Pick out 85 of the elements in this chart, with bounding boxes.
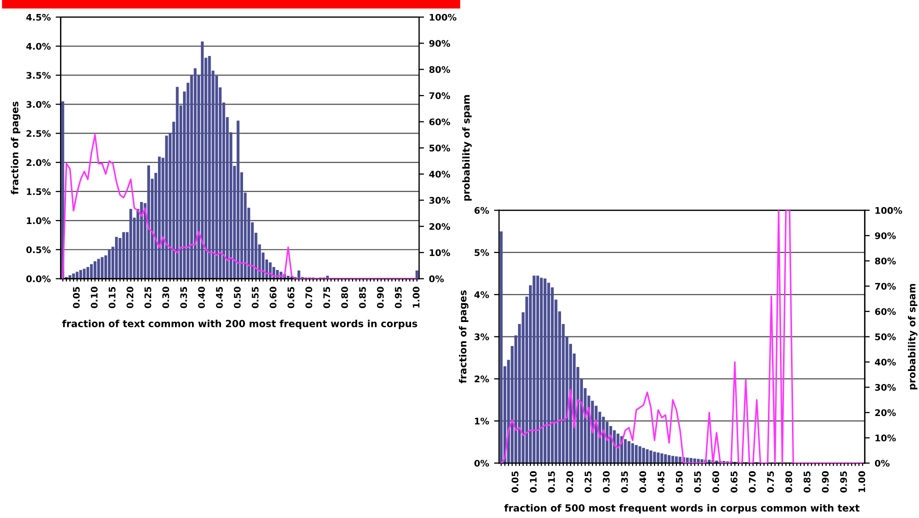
y2-tick-label: 70% [875, 282, 896, 290]
y-axis-title: fraction of pages [458, 290, 468, 384]
x-tick-label: 0.45 [658, 471, 664, 493]
y-tick-label: 4.5% [26, 14, 51, 21]
x-tick-label: 0.35 [180, 286, 188, 308]
y2-tick-label: 0% [429, 275, 444, 282]
y2-tick-label: 30% [429, 196, 450, 204]
y-tick-label: 5% [474, 249, 490, 256]
x-tick-label: 0.25 [584, 471, 592, 493]
x-tick-label: 0.35 [621, 471, 628, 493]
y-tick-label: 1% [474, 418, 490, 425]
x-tick-label: 0.65 [288, 286, 294, 308]
y-tick-label: 3% [474, 333, 490, 340]
x-tick-label: 0.90 [822, 471, 829, 493]
x-tick-label: 0.10 [530, 471, 537, 493]
y-tick-label: 6% [474, 207, 490, 214]
x-tick-label: 0.55 [694, 471, 701, 493]
y2-tick-label: 10% [876, 434, 896, 442]
y2-tick-label: 20% [430, 223, 450, 230]
y-tick-label: 0.5% [26, 246, 51, 254]
y2-tick-label: 20% [875, 409, 896, 416]
x-tick-label: 0.20 [126, 286, 134, 308]
y2-tick-label: 50% [429, 144, 450, 152]
x-tick-label: 0.20 [566, 471, 574, 493]
x-tick-label: 0.40 [639, 471, 646, 493]
y2-tick-label: 70% [429, 92, 450, 100]
x-axis-title: fraction of 500 most frequent words in corpus common with text [504, 504, 860, 514]
y2-tick-label: 40% [429, 170, 450, 178]
x-tick-label: 0.75 [323, 286, 330, 308]
y2-tick-label: 80% [429, 66, 450, 73]
y-tick-label: 0.0% [26, 275, 51, 282]
y2-tick-label: 60% [875, 308, 896, 315]
x-tick-label: 0.40 [198, 286, 205, 308]
y2-tick-label: 90% [429, 40, 450, 47]
x-tick-label: 0.30 [162, 286, 170, 308]
y2-tick-label: 50% [875, 333, 896, 340]
x-tick-label: 0.05 [72, 286, 80, 308]
x-tick-label: 0.05 [512, 471, 518, 493]
x-tick-label: 0.80 [341, 286, 348, 308]
x-tick-label: 0.60 [270, 286, 276, 308]
x-tick-label: 0.95 [840, 471, 847, 493]
y2-tick-label: 10% [430, 249, 450, 256]
x-tick-label: 0.50 [234, 286, 241, 308]
x-tick-label: 0.80 [785, 471, 792, 493]
y2-tick-label: 30% [875, 384, 896, 391]
y-tick-label: 0% [474, 460, 490, 467]
x-tick-label: 0.95 [394, 286, 402, 308]
x-tick-label: 0.50 [676, 471, 683, 493]
x-tick-label: 0.15 [108, 286, 116, 308]
x-tick-label: 0.65 [730, 471, 738, 493]
x-tick-label: 0.85 [804, 471, 810, 493]
x-tick-label: 0.55 [252, 286, 259, 308]
x-tick-label: 0.70 [305, 286, 312, 308]
y2-tick-label: 60% [429, 118, 450, 126]
y2-tick-label: 100% [430, 14, 456, 21]
x-tick-label: 0.75 [767, 471, 774, 493]
y-tick-label: 2% [474, 376, 490, 382]
y-tick-label: 1.5% [26, 188, 51, 196]
x-tick-label: 0.30 [602, 471, 610, 493]
y-tick-label: 3.5% [26, 72, 51, 79]
x-tick-label: 0.70 [748, 471, 756, 493]
x-tick-label: 0.25 [144, 286, 152, 308]
x-tick-label: 1.00 [412, 286, 420, 308]
y2-tick-label: 40% [874, 358, 896, 366]
y2-axis-title: probability of spam [462, 95, 472, 201]
x-tick-label: 0.10 [90, 286, 98, 308]
y2-tick-label: 0% [874, 460, 890, 467]
x-axis-title: fraction of text common with 200 most frequent words in corpus [62, 320, 418, 330]
y-axis-title: fraction of pages [10, 102, 20, 194]
y-tick-label: 1.0% [26, 217, 51, 224]
y2-tick-label: 80% [875, 258, 896, 264]
y-tick-label: 3.0% [26, 101, 51, 108]
y-tick-label: 2.0% [26, 159, 51, 166]
y2-tick-label: 100% [876, 207, 902, 214]
y-tick-label: 4.0% [26, 42, 51, 50]
x-tick-label: 0.60 [712, 471, 720, 493]
x-tick-label: 1.00 [858, 471, 866, 492]
x-tick-label: 0.85 [359, 286, 366, 308]
y-tick-label: 2.5% [26, 130, 51, 137]
x-tick-label: 0.15 [548, 471, 555, 493]
y2-axis-title: probability of spam [908, 284, 918, 390]
x-tick-label: 0.45 [216, 286, 223, 308]
x-tick-label: 0.90 [376, 286, 384, 308]
y-tick-label: 4% [474, 291, 490, 298]
y2-tick-label: 90% [874, 232, 896, 240]
